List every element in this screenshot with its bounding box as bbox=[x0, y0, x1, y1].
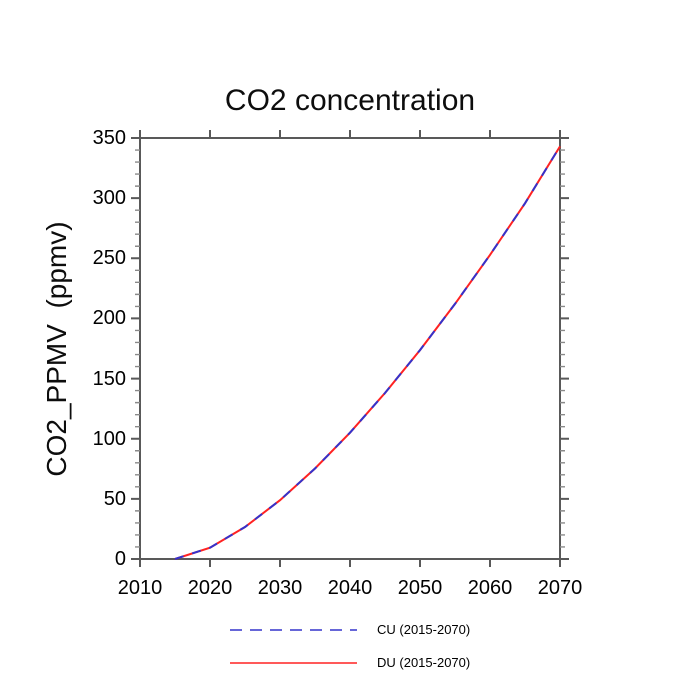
legend-label-cu: CU (2015-2070) bbox=[377, 622, 471, 637]
series-line-du bbox=[174, 145, 561, 560]
y-tick-label: 100 bbox=[92, 427, 126, 450]
chart-title: CO2 concentration bbox=[224, 84, 476, 117]
y-tick-label: 0 bbox=[114, 548, 126, 570]
legend-line-cu bbox=[230, 628, 357, 632]
x-tick-label: 2040 bbox=[327, 577, 373, 599]
axis-frame bbox=[139, 137, 561, 560]
legend-label-du: DU (2015-2070) bbox=[377, 655, 471, 670]
x-tick-label: 2020 bbox=[187, 577, 233, 599]
y-tick-label: 250 bbox=[92, 247, 126, 270]
y-tick-label: 50 bbox=[103, 487, 126, 510]
y-tick-label: 200 bbox=[92, 307, 126, 330]
y-tick-label: 150 bbox=[92, 367, 126, 390]
series-line-cu bbox=[174, 145, 561, 560]
x-tick-label: 2050 bbox=[397, 577, 443, 599]
minor-ticks bbox=[135, 149, 565, 548]
major-ticks bbox=[131, 130, 569, 567]
y-tick-label: 300 bbox=[92, 187, 126, 210]
x-tick-label: 2070 bbox=[537, 577, 583, 599]
x-tick-label: 2010 bbox=[117, 577, 163, 599]
x-tick-label: 2060 bbox=[467, 577, 513, 599]
x-tick-label: 2030 bbox=[257, 577, 303, 599]
y-tick-label: 350 bbox=[92, 127, 126, 149]
legend-line-du bbox=[230, 661, 357, 665]
